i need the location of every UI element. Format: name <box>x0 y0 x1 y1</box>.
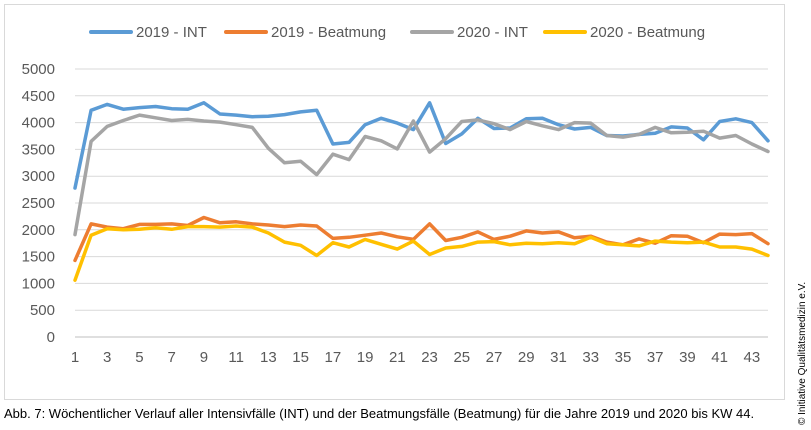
legend-label: 2019 - Beatmung <box>271 24 386 41</box>
figure-caption: Abb. 7: Wöchentlicher Verlauf aller Inte… <box>4 406 755 421</box>
legend: 2019 - INT 2019 - Beatmung 2020 - INT 2020 … <box>89 24 705 41</box>
x-tick-label: 19 <box>357 349 374 366</box>
x-tick-label: 25 <box>453 349 470 366</box>
legend-label: 2020 - INT <box>457 24 528 41</box>
x-tick-label: 43 <box>744 349 761 366</box>
legend-label: 2019 - INT <box>136 24 207 41</box>
x-tick-label: 37 <box>647 349 664 366</box>
x-tick-label: 9 <box>200 349 208 366</box>
x-tick-label: 15 <box>292 349 309 366</box>
y-tick-label: 4500 <box>22 88 55 105</box>
x-tick-label: 11 <box>228 349 244 366</box>
x-tick-label: 7 <box>168 349 176 366</box>
x-tick-label: 29 <box>518 349 535 366</box>
x-tick-label: 31 <box>550 349 567 366</box>
x-tick-label: 33 <box>582 349 599 366</box>
chart-frame: 0 500 1000 1500 2000 2500 3000 3500 4000 4500 5000… <box>4 4 785 400</box>
x-tick-label: 41 <box>711 349 728 366</box>
y-tick-label: 3500 <box>22 141 55 158</box>
x-tick-label: 21 <box>389 349 406 366</box>
x-tick-label: 35 <box>615 349 632 366</box>
x-tick-label: 1 <box>71 349 79 366</box>
legend-label: 2020 - Beatmung <box>590 24 705 41</box>
y-tick-label: 500 <box>30 302 55 319</box>
y-tick-label: 1000 <box>22 275 55 292</box>
x-tick-label: 5 <box>135 349 143 366</box>
x-tick-label: 27 <box>486 349 503 366</box>
x-tick-label: 3 <box>103 349 111 366</box>
y-tick-label: 1500 <box>22 249 55 266</box>
y-tick-label: 3000 <box>22 168 55 185</box>
y-axis-ticks: 0 500 1000 1500 2000 2500 3000 3500 4000 4500 5000 <box>22 61 55 346</box>
y-tick-label: 5000 <box>22 61 55 78</box>
y-tick-label: 0 <box>47 329 55 346</box>
x-tick-label: 13 <box>260 349 277 366</box>
series-line-2019-beatmung <box>73 215 770 263</box>
series-line-2020-beatmung <box>73 224 770 282</box>
y-tick-label: 2000 <box>22 222 55 239</box>
series-lines <box>73 101 770 282</box>
series-line-2020-int <box>73 113 770 237</box>
x-tick-label: 39 <box>679 349 696 366</box>
y-tick-label: 2500 <box>22 195 55 212</box>
x-tick-label: 17 <box>325 349 342 366</box>
line-chart: 0 500 1000 1500 2000 2500 3000 3500 4000 4500 5000… <box>22 24 770 366</box>
x-axis-ticks: 1 3 5 7 9 11 13 15 17 19 21 23 25 27 29 31 33 35 37 39 41 43 <box>71 349 760 366</box>
series-line-2019-int <box>73 101 770 190</box>
x-tick-label: 23 <box>421 349 438 366</box>
copyright-credit: © Initiative Qualitätsmedizin e.V. <box>797 281 808 425</box>
y-tick-label: 4000 <box>22 115 55 132</box>
